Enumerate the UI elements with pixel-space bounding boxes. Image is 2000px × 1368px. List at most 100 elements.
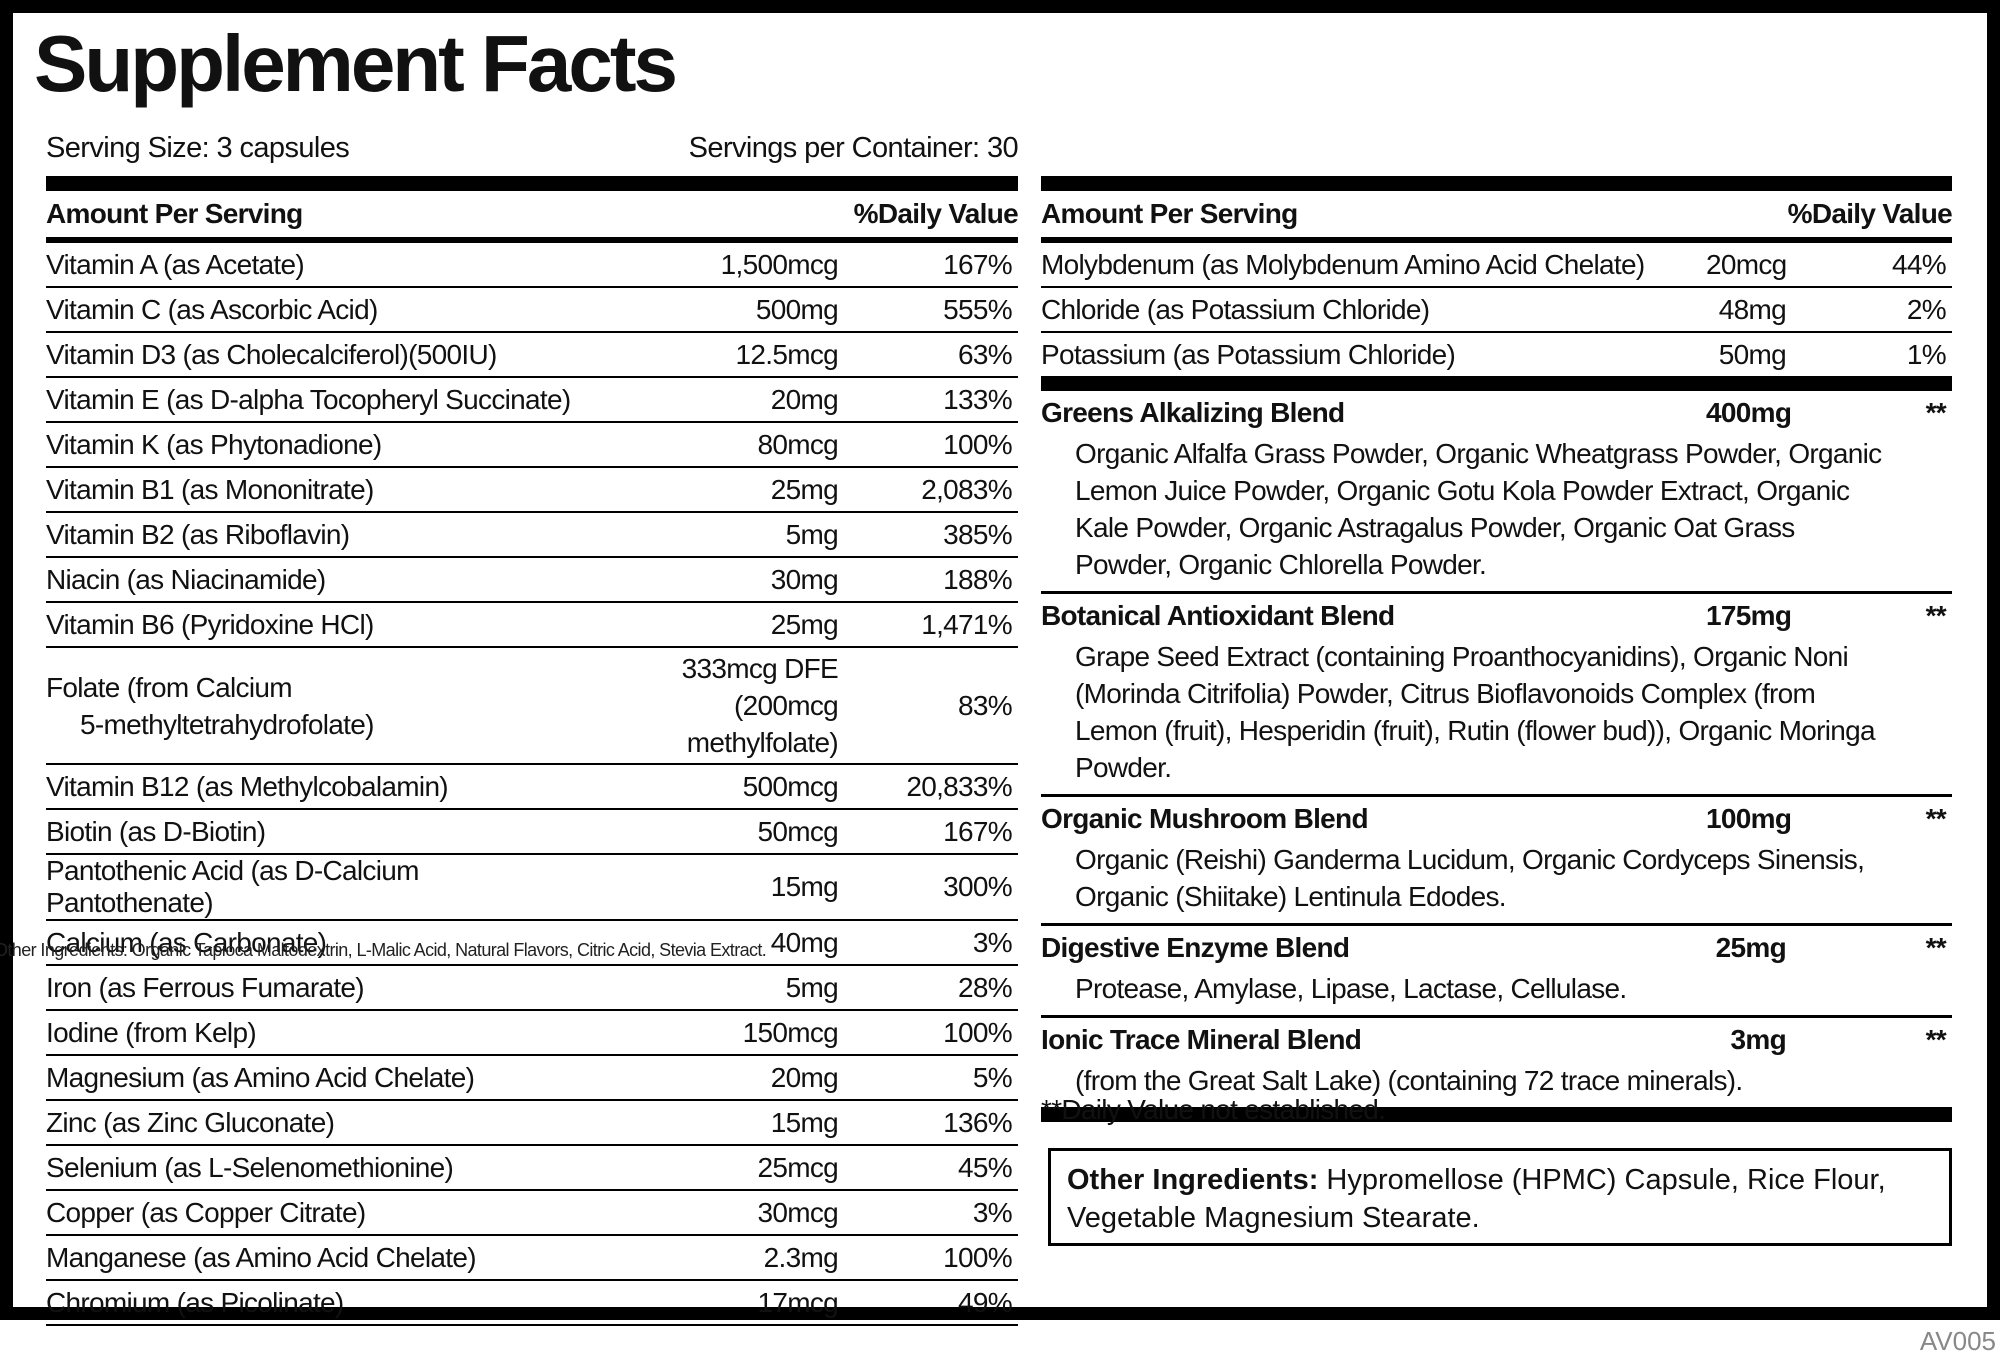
- blend-amount: 100mg: [1706, 803, 1792, 834]
- nutrient-row: Vitamin A (as Acetate) 1,500mcg 167%: [46, 243, 1018, 288]
- nutrient-amount: 500mcg: [742, 770, 839, 802]
- blend-header: Botanical Antioxidant Blend 175mg **: [1041, 594, 1952, 638]
- blend-description: Protease, Amylase, Lipase, Lactase, Cell…: [1075, 973, 1627, 1004]
- nutrient-name: Vitamin B2 (as Riboflavin): [46, 518, 350, 550]
- nutrient-name: Biotin (as D-Biotin): [46, 815, 266, 847]
- nutrient-amount: 20mg: [770, 1061, 839, 1093]
- nutrient-name: Molybdenum (as Molybdenum Amino Acid Che…: [1041, 248, 1645, 280]
- nutrient-row: Molybdenum (as Molybdenum Amino Acid Che…: [1041, 243, 1952, 288]
- nutrient-name: Chloride (as Potassium Chloride): [1041, 293, 1430, 325]
- nutrient-amount: 17mcg: [757, 1286, 838, 1318]
- nutrient-row: Vitamin B12 (as Methylcobalamin) 500mcg 20…: [46, 765, 1018, 810]
- nutrient-name: Vitamin D3 (as Cholecalciferol)(500IU): [46, 338, 497, 370]
- product-code: AV005: [1919, 1326, 1996, 1356]
- daily-value: 20,833%: [906, 770, 1012, 802]
- nutrient-name: Vitamin E (as D-alpha Tocopheryl Succina…: [46, 383, 571, 415]
- top-bar: [1041, 176, 1952, 191]
- blend-header: Organic Mushroom Blend 100mg **: [1041, 797, 1952, 841]
- nutrient-row: Copper (as Copper Citrate) 30mcg 3%: [46, 1191, 1018, 1236]
- nutrient-name: Vitamin B6 (Pyridoxine HCl): [46, 608, 374, 640]
- nutrient-row: Pantothenic Acid (as D-Calcium Pantothen…: [46, 855, 1018, 921]
- nutrient-row: Vitamin C (as Ascorbic Acid) 500mg 555%: [46, 288, 1018, 333]
- daily-value: 167%: [943, 815, 1013, 847]
- nutrient-amount: 2.3mg: [763, 1241, 839, 1273]
- left-table: Amount Per Serving %Daily Value Vitamin A …: [46, 176, 1019, 1326]
- blend: Greens Alkalizing Blend 400mg ** Organic Al…: [1041, 391, 1952, 594]
- daily-value: 2,083%: [921, 473, 1012, 505]
- right-table: Amount Per Serving %Daily Value Molybdenum…: [1041, 176, 1953, 1122]
- daily-value: 3%: [972, 1196, 1013, 1228]
- nutrient-row: Manganese (as Amino Acid Chelate) 2.3mg 10…: [46, 1236, 1018, 1281]
- nutrient-row: Vitamin B6 (Pyridoxine HCl) 25mg 1,471%: [46, 603, 1018, 648]
- daily-value: 133%: [943, 383, 1013, 415]
- daily-value: 45%: [958, 1151, 1013, 1183]
- blend-description: Organic Alfalfa Grass Powder, Organic Wh…: [1075, 438, 1882, 580]
- nutrient-amount: 50mcg: [757, 815, 838, 847]
- header-row: Amount Per Serving %Daily Value: [1041, 191, 1953, 243]
- blend-header: Greens Alkalizing Blend 400mg **: [1041, 391, 1952, 435]
- blend-daily-value: **: [1925, 397, 1947, 428]
- blend-header: Ionic Trace Mineral Blend 3mg **: [1041, 1018, 1952, 1062]
- nutrient-name-line: 5-methyltetrahydrofolate): [80, 708, 374, 740]
- nutrient-amount: 12.5mcg: [735, 338, 839, 370]
- nutrient-name-line: Folate (from Calcium: [46, 671, 293, 703]
- nutrient-amount: 30mg: [770, 563, 839, 595]
- nutrient-name: Iron (as Ferrous Fumarate): [46, 971, 365, 1003]
- blend-header: Digestive Enzyme Blend 25mg **: [1041, 926, 1952, 970]
- blend-name: Greens Alkalizing Blend: [1041, 397, 1345, 428]
- blend-name: Digestive Enzyme Blend: [1041, 932, 1350, 963]
- nutrient-row: Vitamin B2 (as Riboflavin) 5mg 385%: [46, 513, 1018, 558]
- nutrient-amount: 25mg: [770, 473, 839, 505]
- nutrient-row: Vitamin D3 (as Cholecalciferol)(500IU) 12…: [46, 333, 1018, 378]
- blend-daily-value: **: [1925, 803, 1947, 834]
- daily-value: 1,471%: [921, 608, 1012, 640]
- blend-amount: 175mg: [1706, 600, 1792, 631]
- blend: Ionic Trace Mineral Blend 3mg ** (from the …: [1041, 1018, 1952, 1122]
- serving-size: Serving Size: 3 capsules: [46, 132, 350, 164]
- nutrient-name: Vitamin K (as Phytonadione): [46, 428, 382, 460]
- daily-value: 83%: [958, 689, 1013, 721]
- nutrient-name: Folate (from Calcium 5-methyltetrahydrofo…: [46, 667, 588, 745]
- blend-amount: 400mg: [1706, 397, 1792, 428]
- nutrient-row: Niacin (as Niacinamide) 30mg 188%: [46, 558, 1018, 603]
- nutrient-amount: 150mcg: [742, 1016, 839, 1048]
- blend: Botanical Antioxidant Blend 175mg ** Grape …: [1041, 594, 1952, 797]
- nutrient-name: Calcium (as Carbonate): [46, 926, 327, 958]
- blend-name: Organic Mushroom Blend: [1041, 803, 1369, 834]
- other-ingredients-text: Hypromellose (HPMC) Capsule, Rice Flour,…: [1067, 1164, 1886, 1234]
- daily-value: 3%: [972, 926, 1013, 958]
- nutrient-amount: 40mg: [770, 926, 839, 958]
- daily-value: 100%: [943, 1016, 1013, 1048]
- nutrient-name: Vitamin B12 (as Methylcobalamin): [46, 770, 449, 802]
- daily-value: 63%: [958, 338, 1013, 370]
- nutrient-name: Copper (as Copper Citrate): [46, 1196, 366, 1228]
- nutrient-amount: 20mg: [770, 383, 839, 415]
- nutrient-amount: 333mcg DFE (200mcg methylfolate): [588, 648, 839, 763]
- nutrient-row: Vitamin K (as Phytonadione) 80mcg 100%: [46, 423, 1018, 468]
- label-frame: [0, 0, 2000, 1320]
- header-row: Amount Per Serving %Daily Value: [46, 191, 1019, 243]
- daily-value: 136%: [943, 1106, 1013, 1138]
- top-bar: [46, 176, 1018, 191]
- daily-value: 300%: [943, 871, 1013, 902]
- nutrient-name: Niacin (as Niacinamide): [46, 563, 326, 595]
- nutrient-amount: 25mg: [770, 608, 839, 640]
- header-cell: %Daily Value: [853, 198, 1019, 229]
- blend-amount: 25mg: [1715, 932, 1787, 963]
- blend-daily-value: **: [1925, 932, 1947, 963]
- blend: Digestive Enzyme Blend 25mg ** Protease, Am…: [1041, 926, 1952, 1018]
- nutrient-amount: 80mcg: [757, 428, 838, 460]
- daily-value: 44%: [1892, 248, 1947, 280]
- nutrient-row: Iodine (from Kelp) 150mcg 100%: [46, 1011, 1018, 1056]
- nutrient-row: Selenium (as L-Selenomethionine) 25mcg 45%: [46, 1146, 1018, 1191]
- blend: Organic Mushroom Blend 100mg ** Organic (Re…: [1041, 797, 1952, 926]
- daily-value: 167%: [943, 248, 1013, 280]
- nutrient-name: Potassium (as Potassium Chloride): [1041, 338, 1456, 370]
- nutrient-name: Vitamin A (as Acetate): [46, 248, 305, 280]
- daily-value: 5%: [972, 1061, 1013, 1093]
- other-ingredients: Other Ingredients: Hypromellose (HPMC) C…: [1048, 1148, 1952, 1246]
- blend-name: Ionic Trace Mineral Blend: [1041, 1024, 1362, 1055]
- nutrient-name: Magnesium (as Amino Acid Chelate): [46, 1061, 475, 1093]
- nutrient-row: Magnesium (as Amino Acid Chelate) 20mg 5%: [46, 1056, 1018, 1101]
- nutrient-row: Biotin (as D-Biotin) 50mcg 167%: [46, 810, 1018, 855]
